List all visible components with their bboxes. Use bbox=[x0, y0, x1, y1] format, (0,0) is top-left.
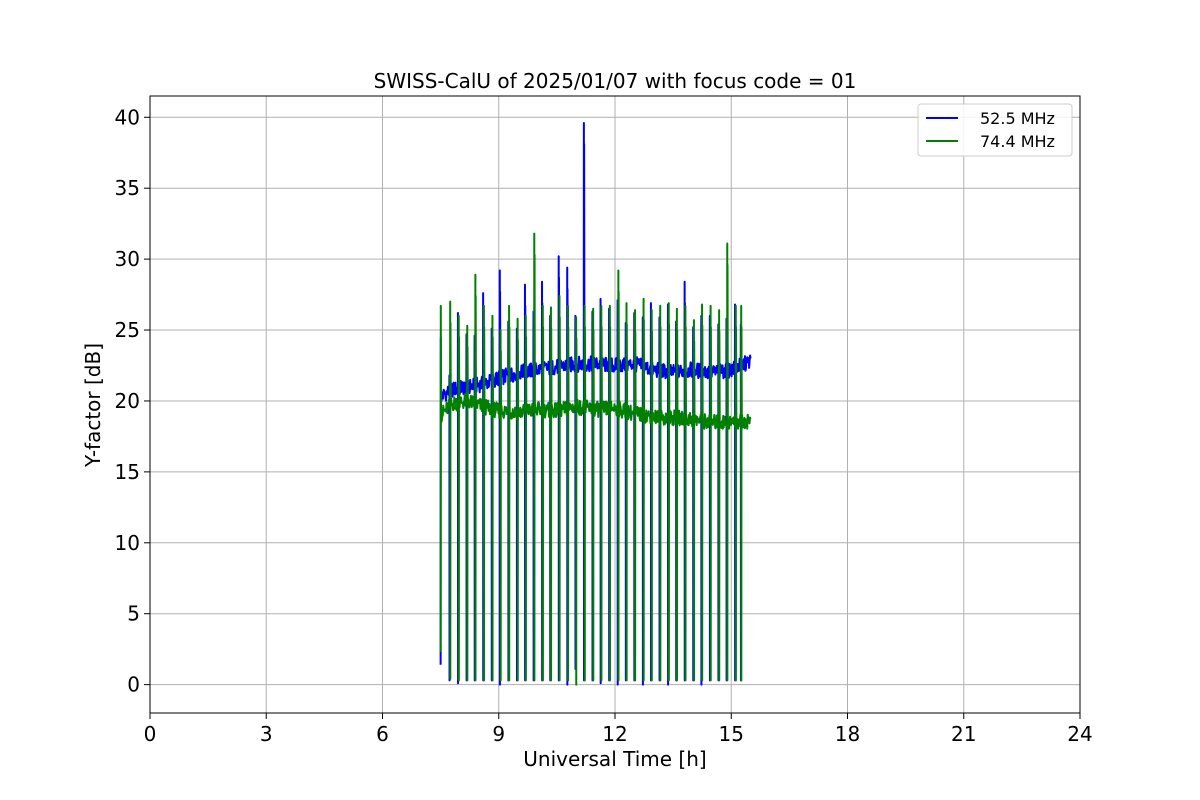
x-tick-label: 21 bbox=[951, 722, 976, 746]
x-axis-label: Universal Time [h] bbox=[523, 747, 706, 771]
plot-series bbox=[439, 121, 752, 686]
x-tick-label: 18 bbox=[835, 722, 860, 746]
y-tick-label: 15 bbox=[115, 460, 140, 484]
legend: 52.5 MHz 74.4 MHz bbox=[917, 103, 1073, 157]
y-tick-label: 0 bbox=[127, 673, 140, 697]
y-tick-label: 30 bbox=[115, 247, 140, 271]
y-tick-label: 25 bbox=[115, 318, 140, 342]
chart-title: SWISS-CalU of 2025/01/07 with focus code… bbox=[374, 69, 857, 93]
x-tick-label: 3 bbox=[260, 722, 273, 746]
y-tick-label: 40 bbox=[115, 105, 140, 129]
x-tick-label: 9 bbox=[492, 722, 505, 746]
x-tick-label: 6 bbox=[376, 722, 389, 746]
legend-label: 74.4 MHz bbox=[980, 132, 1055, 151]
y-tick-label: 20 bbox=[115, 389, 140, 413]
grid bbox=[149, 96, 1081, 713]
x-tick-label: 0 bbox=[144, 722, 157, 746]
x-axis-ticks: 0 3 6 9 12 15 18 21 24 bbox=[144, 713, 1093, 746]
legend-label: 52.5 MHz bbox=[980, 109, 1055, 128]
x-tick-label: 15 bbox=[719, 722, 744, 746]
series-line-2 bbox=[439, 232, 752, 686]
y-tick-label: 35 bbox=[115, 176, 140, 200]
x-tick-label: 12 bbox=[602, 722, 627, 746]
y-axis-ticks: 0 5 10 15 20 25 30 35 40 bbox=[115, 105, 150, 697]
y-tick-label: 10 bbox=[115, 531, 140, 555]
y-tick-label: 5 bbox=[127, 602, 140, 626]
x-tick-label: 24 bbox=[1067, 722, 1092, 746]
y-axis-label: Y-factor [dB] bbox=[81, 343, 105, 468]
